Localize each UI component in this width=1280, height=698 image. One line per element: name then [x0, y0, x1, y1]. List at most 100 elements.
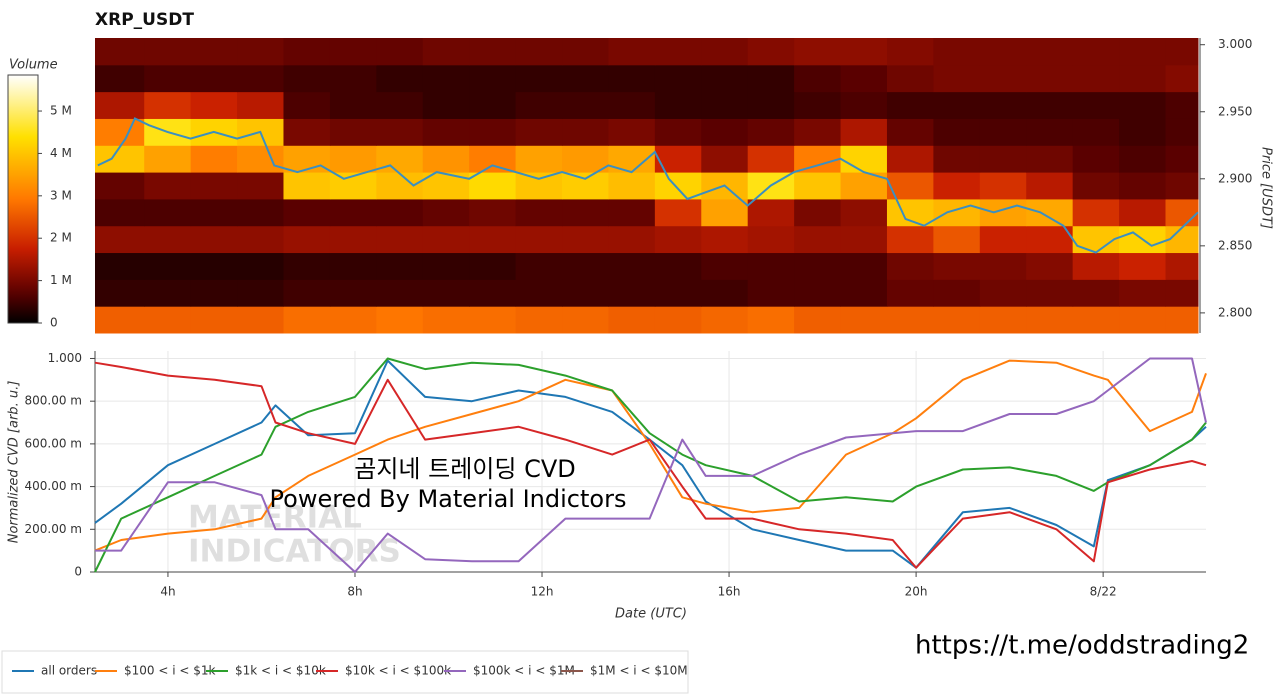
heat-cell	[144, 38, 192, 66]
heat-cell	[376, 225, 424, 254]
heat-cell	[190, 64, 238, 93]
heat-cell	[933, 91, 981, 119]
heat-cell	[933, 198, 981, 227]
colorbar-tick-label: 1 M	[50, 273, 72, 287]
heat-cell	[144, 64, 192, 93]
heat-cell	[933, 64, 981, 93]
colorbar-tick-label: 5 M	[50, 104, 72, 118]
heat-cell	[1026, 38, 1074, 66]
heat-cell	[840, 198, 888, 227]
heat-cell	[933, 118, 981, 146]
heat-cell	[1072, 225, 1120, 254]
heat-cell	[515, 306, 563, 334]
y-tick-label: 2.850	[1218, 238, 1252, 252]
heat-cell	[979, 252, 1027, 280]
colorbar-tick-label: 4 M	[50, 146, 72, 160]
heat-cell	[237, 279, 284, 307]
heat-cell	[376, 279, 424, 307]
heat-cell	[95, 252, 145, 280]
heat-cell	[608, 252, 656, 280]
heat-cell	[283, 252, 331, 280]
heat-cell	[237, 225, 284, 254]
annotation: Powered By Material Indictors	[270, 485, 627, 513]
heat-cell	[1119, 145, 1167, 173]
heat-cell	[747, 145, 795, 173]
heat-cell	[608, 64, 656, 93]
heat-cell	[515, 225, 563, 254]
heat-cell	[562, 252, 609, 280]
heat-cell	[979, 91, 1027, 119]
heat-cell	[469, 225, 517, 254]
y-tick-label: 2.900	[1218, 171, 1252, 185]
heat-cell	[95, 118, 145, 146]
heat-cell	[95, 279, 145, 307]
heat-cell	[562, 306, 609, 334]
heat-cell	[1165, 252, 1199, 280]
heat-cell	[283, 91, 331, 119]
heat-cell	[1165, 172, 1199, 200]
heat-cell	[144, 306, 192, 334]
heat-cell	[237, 306, 284, 334]
x-tick-label: 8/22	[1090, 585, 1117, 599]
heat-cell	[1026, 279, 1074, 307]
heat-cell	[654, 279, 702, 307]
heat-cell	[701, 91, 749, 119]
heat-cell	[190, 225, 238, 254]
y-tick-label: 3.000	[1218, 37, 1252, 51]
heat-cell	[979, 64, 1027, 93]
heat-cell	[933, 252, 981, 280]
heat-cell	[608, 279, 656, 307]
heat-cell	[747, 91, 795, 119]
heat-cell	[562, 91, 609, 119]
heat-cell	[469, 279, 517, 307]
heat-cell	[747, 64, 795, 93]
heat-cell	[376, 306, 424, 334]
y-tick-label: 2.950	[1218, 104, 1252, 118]
colorbar-tick-label: 0	[50, 316, 58, 330]
legend-label: $1k < i < $10k	[235, 664, 326, 678]
heat-cell	[562, 279, 609, 307]
heat-cell	[329, 145, 377, 173]
heat-cell	[1165, 306, 1199, 334]
x-tick-label: 8h	[347, 585, 362, 599]
heat-cell	[701, 306, 749, 334]
heat-cell	[515, 38, 563, 66]
heat-cell	[469, 252, 517, 280]
heat-cell	[979, 38, 1027, 66]
heat-cell	[1119, 306, 1167, 334]
heat-cell	[886, 306, 934, 334]
legend-label: all orders	[41, 664, 97, 678]
heat-cell	[1119, 252, 1167, 280]
heat-cell	[840, 145, 888, 173]
heat-cell	[979, 225, 1027, 254]
heat-cell	[422, 252, 470, 280]
heat-cell	[329, 64, 377, 93]
heat-cell	[1072, 172, 1120, 200]
heat-cell	[469, 145, 517, 173]
heat-cell	[469, 64, 517, 93]
heat-cell	[283, 172, 331, 200]
annotation: 곰지네 트레이딩 CVD	[354, 455, 575, 483]
heat-cell	[190, 38, 238, 66]
heat-cell	[237, 252, 284, 280]
heat-cell	[1072, 252, 1120, 280]
heat-cell	[329, 38, 377, 66]
colorbar-tick-label: 2 M	[50, 231, 72, 245]
heat-cell	[144, 225, 192, 254]
heat-cell	[886, 64, 934, 93]
heat-cell	[469, 38, 517, 66]
heat-cell	[1072, 91, 1120, 119]
heat-cell	[701, 145, 749, 173]
heat-cell	[794, 145, 842, 173]
series-line	[94, 357, 1207, 573]
heat-cell	[1072, 118, 1120, 146]
heat-cell	[190, 279, 238, 307]
heat-cell	[562, 225, 609, 254]
heat-cell	[794, 279, 842, 307]
heat-cell	[979, 279, 1027, 307]
heat-cell	[144, 145, 192, 173]
heat-cell	[515, 118, 563, 146]
heat-cell	[1072, 145, 1120, 173]
